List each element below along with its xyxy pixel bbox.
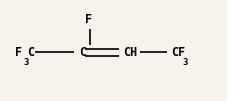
Text: 3: 3 bbox=[23, 58, 29, 67]
Text: CH: CH bbox=[123, 46, 138, 59]
Text: F: F bbox=[86, 13, 93, 26]
Text: F: F bbox=[15, 46, 22, 59]
Text: C: C bbox=[27, 46, 34, 59]
Text: C: C bbox=[79, 46, 86, 59]
Text: CF: CF bbox=[171, 46, 185, 59]
Text: 3: 3 bbox=[183, 58, 188, 67]
